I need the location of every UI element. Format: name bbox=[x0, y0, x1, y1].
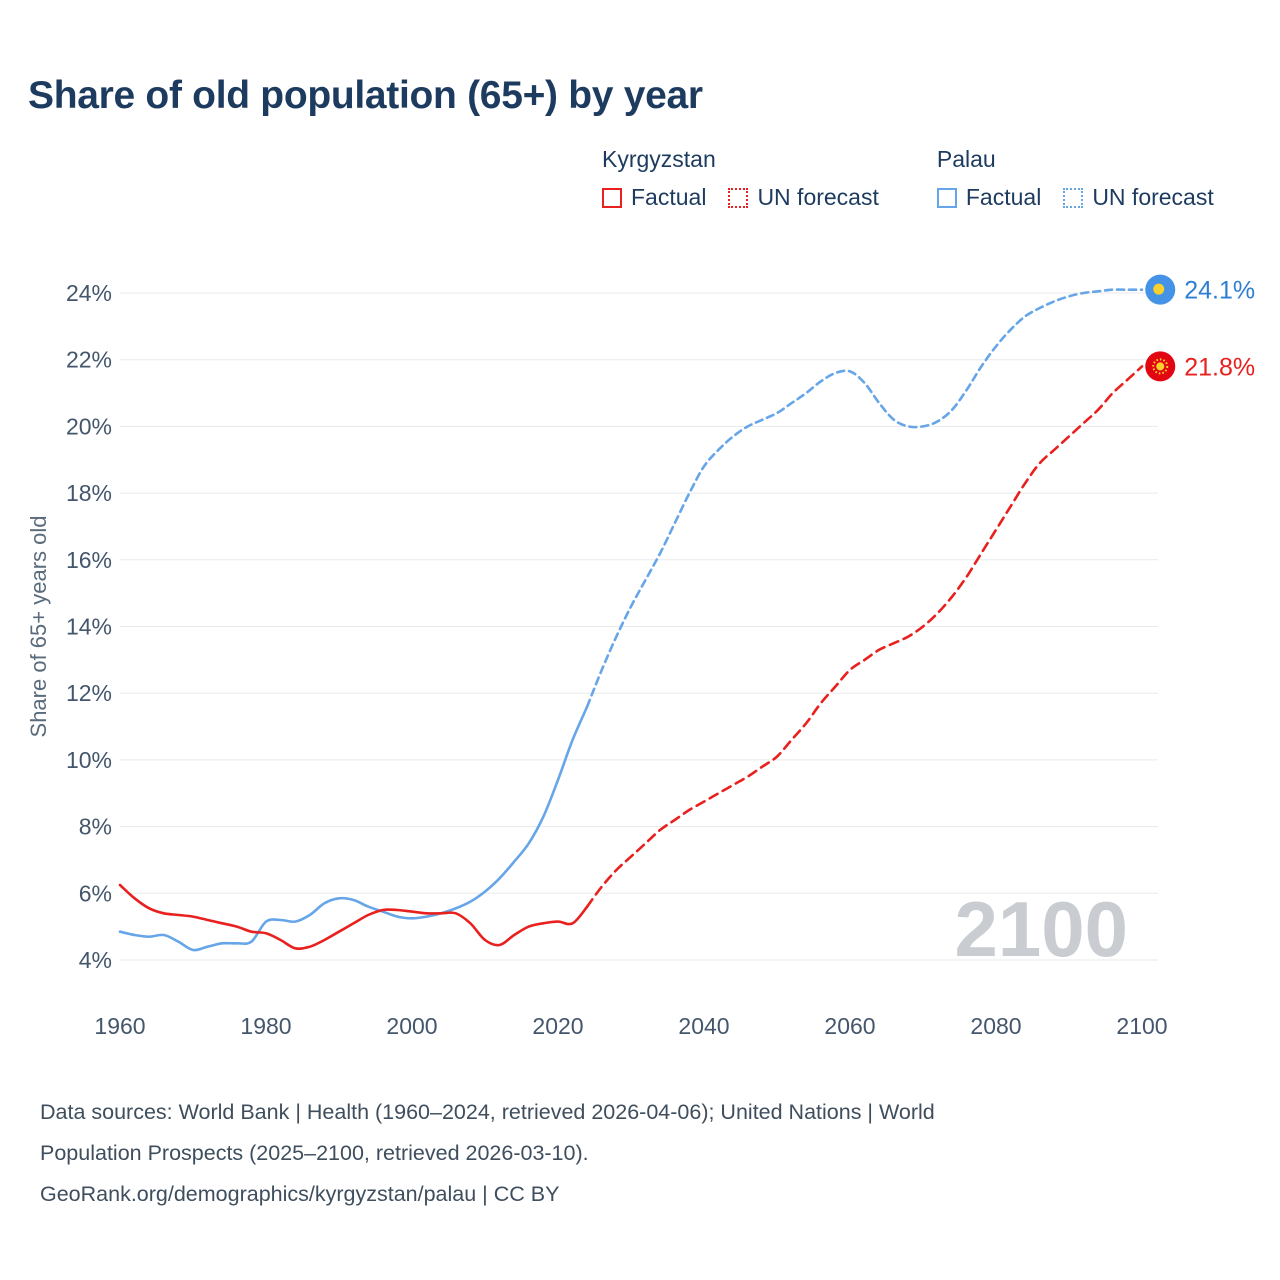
chart-canvas[interactable]: 4% 6% 8% 10% 12% 14% 16% 18% 20% 22% 24% 1960 1980 20… bbox=[0, 240, 1280, 1070]
legend-item-palau-forecast[interactable]: UN forecast bbox=[1063, 184, 1214, 211]
y-tick-label: 14% bbox=[66, 614, 112, 640]
kyrgyzstan-flag-sun-rays-icon bbox=[1152, 358, 1169, 375]
x-tick-label: 2060 bbox=[824, 1013, 875, 1039]
palau-end-value-label: 24.1% bbox=[1184, 277, 1255, 305]
footer: Data sources: World Bank | Health (1960–… bbox=[40, 1092, 935, 1215]
legend-item-kyrgyzstan-factual[interactable]: Factual bbox=[602, 184, 706, 211]
legend-item-label: Factual bbox=[965, 184, 1042, 210]
x-tick-label: 2100 bbox=[1116, 1013, 1167, 1039]
footer-data-sources-line-1: Data sources: World Bank | Health (1960–… bbox=[40, 1100, 935, 1124]
kyrgyzstan-flag-sun-icon bbox=[1156, 362, 1165, 371]
legend-items-kyrgyzstan: Factual UN forecast bbox=[602, 184, 901, 211]
legend-item-palau-factual[interactable]: Factual bbox=[936, 184, 1042, 211]
chart-title: Share of old population (65+) by year bbox=[28, 74, 703, 117]
series-palau-un-forecast bbox=[585, 288, 1144, 708]
kyrgyzstan-end-value-label: 21.8% bbox=[1184, 353, 1255, 381]
legend: Kyrgyzstan Factual UN forecast Palau Fac… bbox=[602, 146, 1272, 211]
legend-item-label: UN forecast bbox=[1092, 184, 1214, 210]
legend-group-kyrgyzstan: Kyrgyzstan Factual UN forecast bbox=[602, 146, 901, 211]
series-kyrgyzstan-factual bbox=[118, 883, 589, 950]
legend-item-kyrgyzstan-forecast[interactable]: UN forecast bbox=[728, 184, 879, 211]
series-kyrgyzstan-un-forecast bbox=[585, 365, 1144, 908]
y-tick-label: 4% bbox=[79, 947, 112, 973]
x-tick-label: 2000 bbox=[386, 1013, 437, 1039]
year-watermark: 2100 bbox=[954, 885, 1128, 973]
legend-item-label: UN forecast bbox=[757, 184, 879, 210]
palau-flag-moon-icon bbox=[1153, 283, 1165, 295]
palau-forecast-swatch-icon bbox=[1063, 187, 1084, 208]
y-tick-label: 20% bbox=[66, 413, 112, 439]
y-tick-label: 8% bbox=[79, 814, 112, 840]
footer-attribution: GeoRank.org/demographics/kyrgyzstan/pala… bbox=[40, 1182, 560, 1206]
x-tick-label: 2080 bbox=[970, 1013, 1021, 1039]
palau-factual-swatch-icon bbox=[936, 187, 957, 208]
legend-country-palau: Palau bbox=[936, 146, 996, 172]
x-tick-label: 2020 bbox=[532, 1013, 583, 1039]
y-tick-label: 18% bbox=[66, 480, 112, 506]
kyrgyzstan-factual-swatch-icon bbox=[602, 187, 622, 208]
legend-item-label: Factual bbox=[631, 184, 707, 210]
y-tick-label: 24% bbox=[66, 280, 112, 306]
y-tick-label: 16% bbox=[66, 547, 112, 573]
footer-data-sources-line-2: Population Prospects (2025–2100, retriev… bbox=[40, 1141, 589, 1165]
x-tick-label: 1980 bbox=[240, 1013, 291, 1039]
legend-country-kyrgyzstan: Kyrgyzstan bbox=[602, 146, 716, 172]
x-tick-label: 2040 bbox=[678, 1013, 729, 1039]
y-tick-label: 22% bbox=[66, 347, 112, 373]
legend-items-palau: Factual UN forecast bbox=[936, 184, 1236, 211]
series-palau-factual bbox=[118, 705, 589, 952]
y-axis-title: Share of 65+ years old bbox=[26, 516, 51, 738]
legend-group-palau: Palau Factual UN forecast bbox=[936, 146, 1236, 211]
x-tick-label: 1960 bbox=[94, 1013, 145, 1039]
y-tick-label: 10% bbox=[66, 747, 112, 773]
kyrgyzstan-forecast-swatch-icon bbox=[728, 187, 749, 208]
y-tick-label: 6% bbox=[79, 880, 112, 906]
y-tick-label: 12% bbox=[66, 680, 112, 706]
